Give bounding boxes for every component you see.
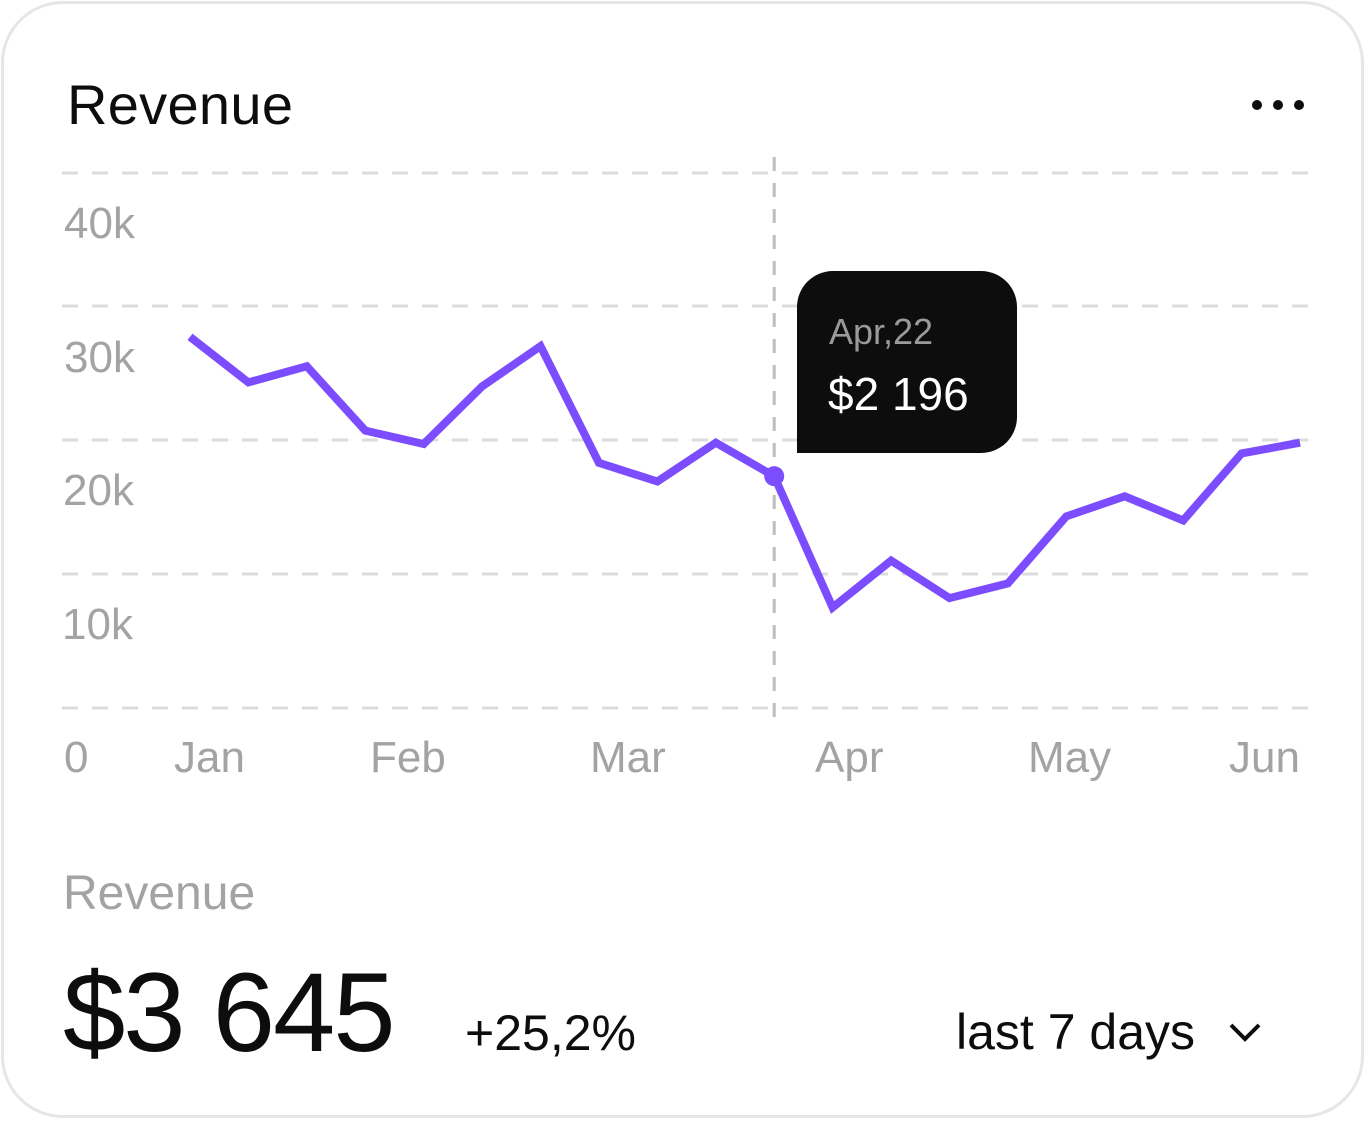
period-select-value: last 7 days (956, 1004, 1196, 1060)
chart-gridlines (62, 171, 1312, 710)
x-axis-label: Apr (815, 733, 884, 782)
y-axis-label: 20k (63, 466, 134, 515)
more-options-button[interactable] (1244, 94, 1312, 116)
x-axis-label: Jun (1229, 733, 1300, 782)
highlighted-point-dot[interactable] (764, 466, 785, 487)
x-axis-label: May (1028, 733, 1112, 782)
x-axis-label: Feb (370, 733, 446, 782)
more-horizontal-icon (1252, 100, 1262, 110)
summary-value: $3 645 (63, 950, 396, 1075)
y-axis-label: 30k (64, 333, 135, 382)
period-select[interactable]: last 7 days (956, 1000, 1263, 1064)
y-axis-label: 0 (64, 733, 89, 782)
y-axis-label: 40k (64, 199, 135, 248)
card-title: Revenue (67, 73, 294, 136)
chevron-down-icon (1229, 1023, 1261, 1042)
summary-delta: +25,2% (465, 1005, 636, 1061)
summary-label: Revenue (63, 867, 256, 920)
revenue-line-chart[interactable] (0, 0, 1371, 800)
y-axis-label: 10k (62, 600, 133, 649)
revenue-series-line[interactable] (187, 333, 1301, 614)
chart-tooltip: Apr,22 $2 196 (797, 271, 1017, 453)
more-horizontal-icon (1294, 100, 1304, 110)
x-axis-label: Mar (590, 733, 666, 782)
x-axis-label: Jan (174, 733, 245, 782)
tooltip-value: $2 196 (828, 368, 969, 420)
tooltip-date: Apr,22 (829, 311, 934, 352)
more-horizontal-icon (1273, 100, 1283, 110)
